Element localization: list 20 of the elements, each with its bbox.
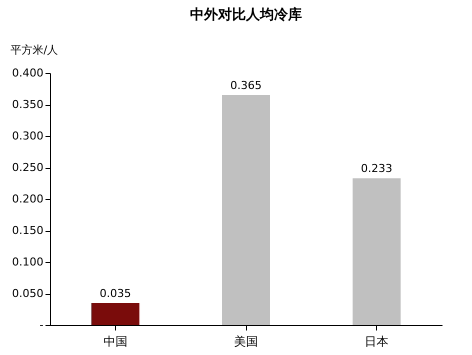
y-tick-label: 0.300 [12,130,44,142]
y-axis-title: 平方米/人 [10,44,58,56]
y-tick-label: - [40,318,44,332]
bar [91,302,140,325]
x-tick-label: 日本 [364,334,389,348]
data-label: 0.035 [100,286,132,300]
x-tick-label: 美国 [234,334,258,348]
chart-title: 中外对比人均冷库 [190,6,302,23]
data-label: 0.365 [230,79,262,92]
data-label: 0.233 [360,162,392,176]
bar [222,95,270,325]
y-tick-label: 0.350 [12,98,44,111]
y-tick-label: 0.250 [12,161,44,174]
bar [352,178,401,325]
y-tick-label: 0.400 [12,66,44,80]
y-tick-label: 0.150 [12,224,44,237]
y-tick-label: 0.050 [12,287,44,300]
x-tick-label: 中国 [103,334,128,348]
y-tick-label: 0.200 [12,192,44,206]
y-tick-label: 0.100 [12,256,44,268]
